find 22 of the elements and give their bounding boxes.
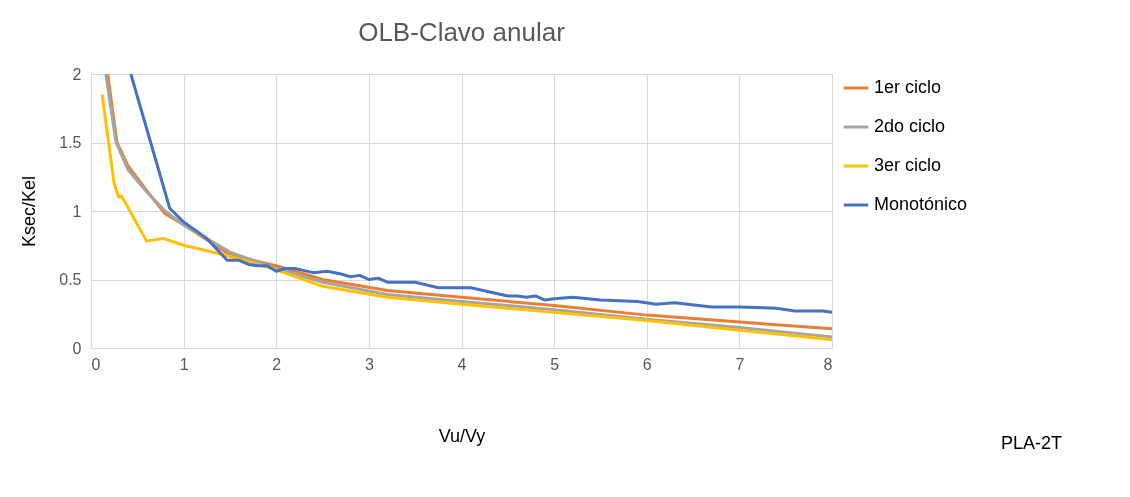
x-tick-label: 4 — [457, 355, 467, 373]
x-tick-label: 2 — [272, 355, 282, 373]
legend-label: 2do ciclo — [874, 116, 946, 136]
x-tick-label: 6 — [642, 355, 652, 373]
legend-label: 3er ciclo — [874, 155, 942, 175]
y-tick-label: 0.5 — [59, 271, 82, 288]
y-tick-label: 0 — [72, 339, 82, 357]
x-tick-label: 7 — [735, 355, 745, 373]
text: PLA-2T — [1000, 433, 1062, 453]
x-tick-label: 8 — [823, 355, 833, 373]
legend-label: Monotónico — [874, 194, 968, 214]
legend-label: 1er ciclo — [874, 77, 942, 97]
chart-title: OLB-Clavo anular — [358, 17, 566, 47]
x-tick-label: 1 — [179, 355, 189, 373]
y-tick-label: 1.5 — [59, 134, 82, 151]
x-axis-title: Vu/Vy — [438, 425, 486, 446]
y-axis-title: Ksec/Kel — [19, 175, 40, 248]
y-tick-label: 2 — [72, 65, 82, 83]
x-tick-label: 0 — [91, 355, 101, 373]
x-tick-label: 3 — [364, 355, 374, 373]
x-tick-label: 5 — [550, 355, 560, 373]
y-tick-label: 1 — [72, 202, 82, 220]
